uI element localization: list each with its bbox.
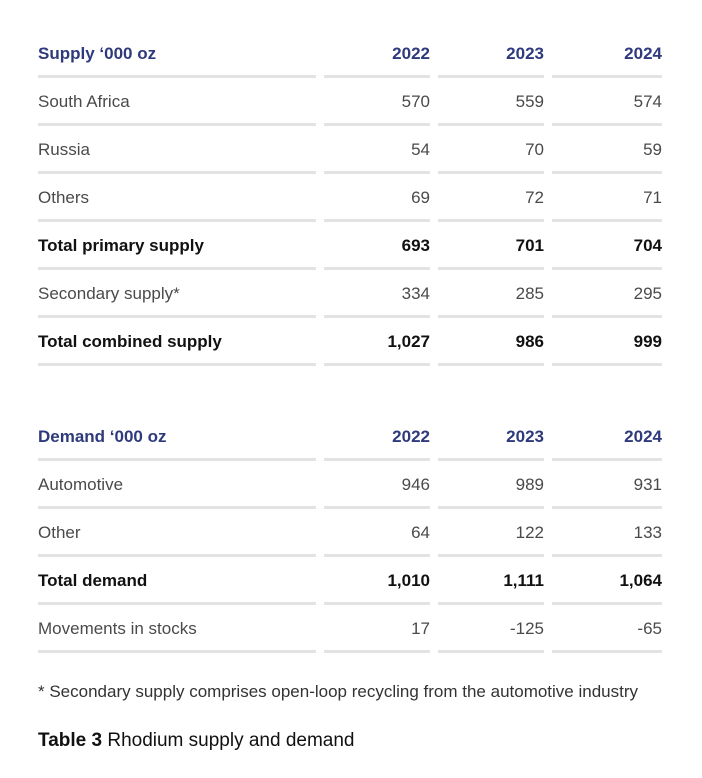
row-label: Secondary supply* — [38, 284, 180, 303]
row-label: Others — [38, 188, 90, 207]
value-2022: 946 — [401, 475, 430, 494]
supply-row-total-combined: Total combined supply 1,027 986 999 — [38, 318, 662, 366]
supply-row-total-primary: Total primary supply 693 701 704 — [38, 222, 662, 270]
row-label: Movements in stocks — [38, 619, 197, 638]
value-2022: 1,027 — [387, 332, 430, 351]
supply-header-2022: 2022 — [392, 44, 430, 63]
row-label: Automotive — [38, 475, 124, 494]
value-2024: 295 — [633, 284, 662, 303]
value-2024: 931 — [633, 475, 662, 494]
demand-row-total: Total demand 1,010 1,111 1,064 — [38, 557, 662, 605]
supply-table: Supply ‘000 oz 2022 2023 2024 South Afri… — [38, 30, 662, 366]
demand-header-2023: 2023 — [506, 427, 544, 446]
value-2023: 986 — [515, 332, 544, 351]
footnote: * Secondary supply comprises open-loop r… — [38, 682, 639, 701]
value-2024: 704 — [633, 236, 662, 255]
row-label: Total combined supply — [38, 332, 222, 351]
supply-header-label: Supply ‘000 oz — [38, 44, 157, 63]
value-2024: 1,064 — [619, 571, 662, 590]
value-2023: 285 — [515, 284, 544, 303]
supply-header-row: Supply ‘000 oz 2022 2023 2024 — [38, 30, 662, 78]
demand-header-2022: 2022 — [392, 427, 430, 446]
value-2024: 133 — [633, 523, 662, 542]
demand-row-other: Other 64 122 133 — [38, 509, 662, 557]
value-2022: 54 — [411, 140, 430, 159]
row-label: Russia — [38, 140, 90, 159]
row-label: Other — [38, 523, 81, 542]
supply-header-2024: 2024 — [624, 44, 662, 63]
demand-header-row: Demand ‘000 oz 2022 2023 2024 — [38, 413, 662, 461]
supply-header-2023: 2023 — [506, 44, 544, 63]
supply-row-russia: Russia 54 70 59 — [38, 126, 662, 174]
supply-row-secondary: Secondary supply* 334 285 295 — [38, 270, 662, 318]
value-2023: 72 — [525, 188, 544, 207]
value-2024: -65 — [637, 619, 662, 638]
demand-row-movements: Movements in stocks 17 -125 -65 — [38, 605, 662, 653]
value-2022: 69 — [411, 188, 430, 207]
value-2023: 1,111 — [503, 571, 544, 590]
row-label: Total demand — [38, 571, 148, 590]
value-2022: 17 — [411, 619, 430, 638]
caption-number: Table 3 — [38, 730, 103, 751]
value-2023: 122 — [515, 523, 544, 542]
value-2022: 693 — [401, 236, 430, 255]
row-label: South Africa — [38, 92, 130, 111]
value-2024: 59 — [643, 140, 662, 159]
value-2024: 71 — [643, 188, 662, 207]
value-2023: 701 — [515, 236, 544, 255]
value-2024: 574 — [633, 92, 662, 111]
value-2022: 570 — [401, 92, 430, 111]
value-2023: 989 — [515, 475, 544, 494]
demand-header-label: Demand ‘000 oz — [38, 427, 167, 446]
value-2023: -125 — [509, 619, 544, 638]
row-label: Total primary supply — [38, 236, 204, 255]
supply-row-south-africa: South Africa 570 559 574 — [38, 78, 662, 126]
supply-row-others: Others 69 72 71 — [38, 174, 662, 222]
demand-row-automotive: Automotive 946 989 931 — [38, 461, 662, 509]
value-2022: 334 — [401, 284, 430, 303]
demand-table: Demand ‘000 oz 2022 2023 2024 Automotive… — [38, 413, 662, 653]
value-2022: 64 — [411, 523, 430, 542]
value-2023: 559 — [515, 92, 544, 111]
caption-title: Rhodium supply and demand — [107, 730, 355, 751]
value-2022: 1,010 — [387, 571, 430, 590]
demand-header-2024: 2024 — [624, 427, 662, 446]
value-2024: 999 — [633, 332, 662, 351]
table-caption: Table 3 Rhodium supply and demand — [38, 730, 355, 752]
value-2023: 70 — [525, 140, 544, 159]
